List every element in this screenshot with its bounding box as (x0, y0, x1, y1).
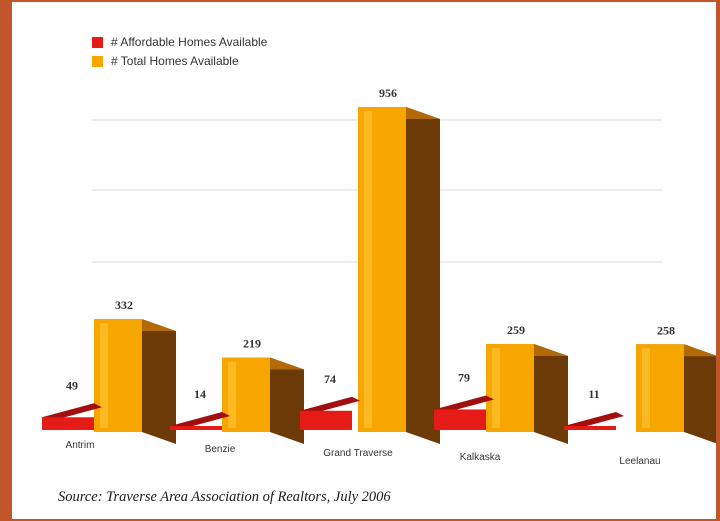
total-bar-highlight-4 (642, 348, 650, 428)
affordable-bar-top-4 (564, 412, 624, 430)
category-label-3: Kalkaska (460, 452, 501, 463)
affordable-value-label-0: 49 (66, 378, 78, 392)
affordable-bar-4 (564, 426, 616, 430)
category-label-1: Benzie (205, 444, 236, 455)
affordable-value-label-3: 79 (458, 370, 470, 384)
total-bar-side-1 (270, 357, 304, 444)
total-value-label-4: 258 (657, 323, 675, 337)
affordable-bar-top-1 (170, 412, 230, 430)
affordable-bar-1 (170, 426, 222, 430)
legend-swatch-total (92, 55, 103, 67)
bar-chart: 332 49 Antrim 219 14 Benzie 956 74 Grand Travers… (42, 86, 716, 467)
total-value-label-2: 956 (379, 86, 397, 100)
total-bar-side-0 (142, 319, 176, 444)
legend-label-affordable: # Affordable Homes Available (111, 35, 268, 49)
affordable-value-label-2: 74 (324, 372, 336, 386)
total-bar-highlight-3 (492, 347, 500, 428)
affordable-bar-0 (42, 417, 94, 430)
affordable-bar-top-2 (300, 396, 360, 415)
affordable-bar-top-3 (434, 395, 494, 414)
total-value-label-3: 259 (507, 323, 525, 337)
legend-item-affordable: # Affordable Homes Available (92, 34, 267, 50)
total-bar-highlight-2 (364, 110, 372, 429)
legend-label-total: # Total Homes Available (111, 54, 239, 68)
total-bar-highlight-0 (100, 323, 108, 428)
chart-frame: 332 49 Antrim 219 14 Benzie 956 74 Grand Travers… (12, 2, 716, 519)
affordable-bar-2 (300, 410, 352, 430)
total-value-label-1: 219 (243, 337, 261, 351)
legend-swatch-affordable (92, 36, 103, 48)
category-label-2: Grand Traverse (323, 448, 393, 459)
total-bar-side-4 (684, 344, 716, 444)
legend-item-total: # Total Homes Available (92, 53, 239, 69)
affordable-bar-top-0 (42, 403, 102, 422)
affordable-bar-3 (434, 409, 486, 430)
category-label-0: Antrim (66, 440, 95, 451)
total-bar-side-3 (534, 343, 568, 444)
total-bar-highlight-1 (228, 361, 236, 428)
source-note: Source: Traverse Area Association of Rea… (58, 489, 391, 505)
affordable-value-label-1: 14 (194, 387, 206, 401)
affordable-value-label-4: 11 (588, 387, 599, 401)
category-label-4: Leelanau (619, 456, 660, 467)
total-value-label-0: 332 (115, 298, 133, 312)
total-bar-side-2 (406, 106, 440, 445)
